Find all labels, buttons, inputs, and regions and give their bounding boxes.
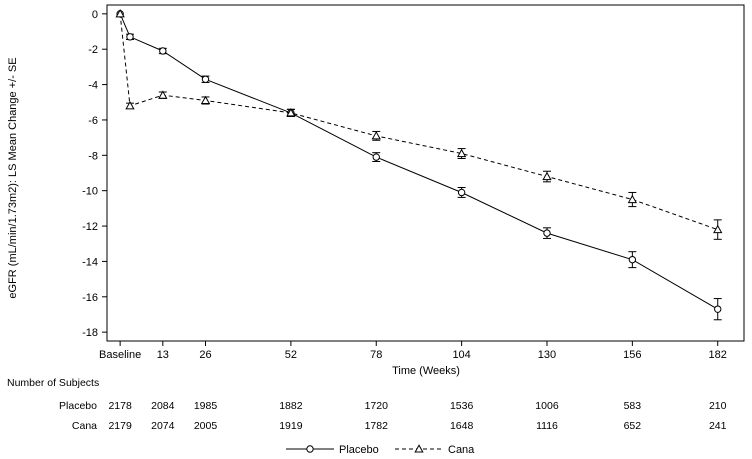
- plot-frame: [106, 4, 745, 342]
- x-tick-label: 156: [623, 349, 641, 361]
- marker-triangle-cana: [115, 9, 125, 18]
- subjects-count: 241: [709, 420, 727, 432]
- x-tick-label: 26: [199, 349, 211, 361]
- legend: Placebo Cana: [286, 444, 475, 456]
- subjects-count: 2179: [108, 420, 132, 432]
- subjects-row-label: Cana: [72, 420, 97, 432]
- subjects-count: 1006: [535, 400, 559, 412]
- subjects-table: Number of Subjects Placebo 2178 2084 1985 18…: [7, 377, 727, 432]
- subjects-count: 1919: [279, 420, 303, 432]
- x-tick-label: 78: [370, 349, 382, 361]
- legend-marker-cana: [414, 444, 424, 453]
- x-tick-label: 104: [452, 349, 470, 361]
- subjects-count: 1648: [450, 420, 474, 432]
- y-tick-label: -4: [88, 80, 98, 92]
- y-tick-label: -10: [82, 186, 98, 198]
- marker-circle-placebo: [714, 305, 722, 313]
- subjects-count: 1985: [194, 400, 218, 412]
- marker-triangle-cana: [200, 95, 211, 105]
- y-tick-label: -6: [88, 115, 98, 127]
- y-tick-label: -2: [88, 44, 98, 56]
- subjects-count: 1720: [365, 400, 389, 412]
- marker-triangle-cana: [456, 148, 467, 158]
- subjects-count: 2074: [151, 420, 175, 432]
- x-axis: Baseline 13 26 52 78 104 130 156 182: [99, 341, 727, 361]
- subjects-count: 1782: [365, 420, 389, 432]
- y-axis: 0 -2 -4 -6 -8 -10 -12 -14 -16 -18: [82, 9, 107, 339]
- x-tick-label: 52: [285, 349, 297, 361]
- y-tick-label: 0: [92, 9, 98, 21]
- series-layer: [115, 9, 723, 321]
- subjects-count: 210: [709, 400, 727, 412]
- legend-marker-placebo: [306, 445, 314, 453]
- subjects-row-label: Placebo: [59, 400, 97, 412]
- subjects-count: 2178: [108, 400, 132, 412]
- marker-triangle-cana: [542, 171, 552, 181]
- marker-circle-placebo: [457, 188, 466, 197]
- marker-triangle-cana: [627, 194, 638, 204]
- subjects-count: 1116: [536, 420, 558, 432]
- y-tick-label: -8: [88, 150, 98, 162]
- marker-circle-placebo: [126, 33, 134, 41]
- x-tick-label: 130: [538, 349, 556, 361]
- subjects-count: 583: [624, 400, 642, 412]
- legend-label-placebo: Placebo: [339, 444, 379, 456]
- series-line-cana: [119, 13, 718, 231]
- marker-triangle-cana: [158, 90, 168, 99]
- marker-circle-placebo: [159, 47, 167, 55]
- subjects-table-heading: Number of Subjects: [7, 377, 99, 389]
- legend-label-cana: Cana: [448, 444, 475, 456]
- x-tick-label: 182: [709, 349, 727, 361]
- marker-circle-placebo: [201, 75, 210, 83]
- series-placebo: [116, 10, 722, 321]
- marker-triangle-cana: [125, 100, 135, 110]
- y-tick-label: -18: [82, 327, 98, 339]
- subjects-count: 1882: [279, 400, 303, 412]
- y-tick-label: -12: [82, 221, 98, 233]
- subjects-count: 2005: [194, 420, 218, 432]
- x-axis-title: Time (Weeks): [392, 365, 460, 377]
- marker-triangle-cana: [286, 108, 296, 117]
- subjects-count: 652: [624, 420, 642, 432]
- x-tick-label: 13: [157, 349, 169, 361]
- series-cana: [115, 9, 723, 240]
- marker-circle-placebo: [628, 255, 637, 264]
- marker-triangle-cana: [713, 224, 723, 234]
- subjects-count: 1536: [450, 400, 474, 412]
- x-tick-label: Baseline: [99, 349, 141, 361]
- subjects-count: 2084: [151, 400, 175, 412]
- marker-circle-placebo: [372, 153, 380, 161]
- y-tick-label: -16: [82, 292, 98, 304]
- series-line-placebo: [119, 13, 718, 310]
- marker-triangle-cana: [371, 131, 381, 140]
- y-tick-label: -14: [82, 256, 98, 268]
- y-axis-title: eGFR (mL/min/1.73m2): LS Mean Change +/-…: [7, 57, 19, 298]
- marker-circle-placebo: [543, 229, 551, 237]
